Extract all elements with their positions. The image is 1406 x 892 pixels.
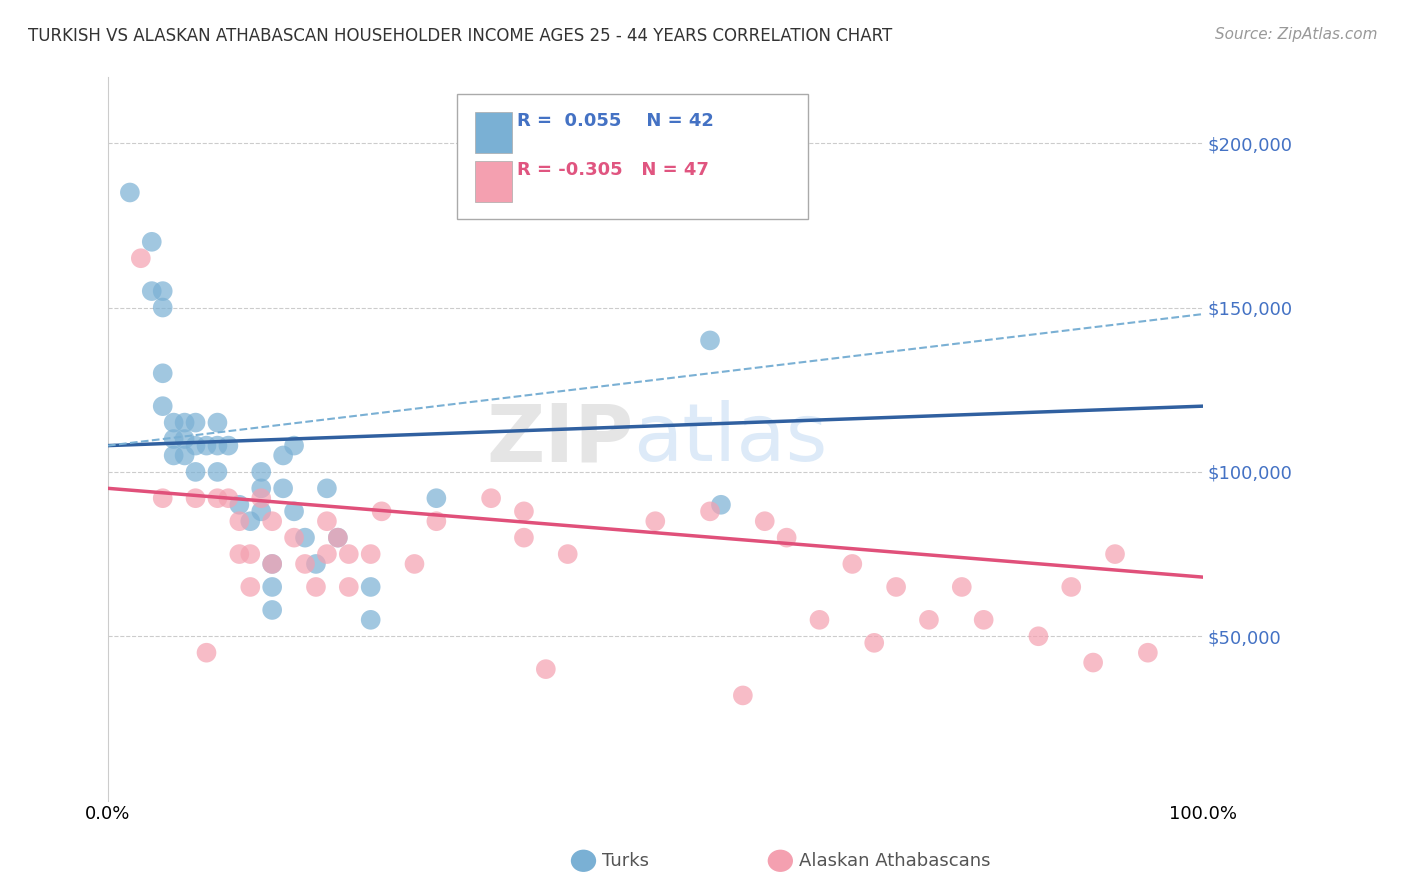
Point xyxy=(173,432,195,446)
Point xyxy=(699,334,721,348)
Point xyxy=(370,504,392,518)
Point xyxy=(808,613,831,627)
Point xyxy=(513,504,536,518)
Point xyxy=(173,449,195,463)
Point xyxy=(228,498,250,512)
Point xyxy=(863,636,886,650)
Point xyxy=(250,481,273,495)
Point xyxy=(262,557,284,571)
Point xyxy=(141,284,163,298)
Point xyxy=(1060,580,1083,594)
Point xyxy=(479,491,502,506)
Point xyxy=(326,531,349,545)
Point xyxy=(731,689,754,703)
Point xyxy=(152,301,174,315)
Point xyxy=(316,514,339,528)
Point xyxy=(250,491,273,506)
Point xyxy=(283,504,305,518)
Point xyxy=(1136,646,1159,660)
Point xyxy=(207,416,229,430)
Point xyxy=(425,491,447,506)
Point xyxy=(207,465,229,479)
Point xyxy=(360,547,382,561)
Point xyxy=(337,580,360,594)
Point xyxy=(163,416,186,430)
Point xyxy=(360,580,382,594)
Point xyxy=(250,465,273,479)
Point xyxy=(228,514,250,528)
Point xyxy=(775,531,797,545)
Point xyxy=(513,531,536,545)
Point xyxy=(262,514,284,528)
Point xyxy=(141,235,163,249)
Point xyxy=(184,416,207,430)
Point xyxy=(239,547,262,561)
Point xyxy=(950,580,973,594)
Point xyxy=(699,504,721,518)
Point xyxy=(305,557,328,571)
Point xyxy=(152,491,174,506)
Point xyxy=(207,439,229,453)
Point xyxy=(250,504,273,518)
Point xyxy=(239,514,262,528)
Point xyxy=(326,531,349,545)
Point xyxy=(337,547,360,561)
Point xyxy=(228,547,250,561)
Point xyxy=(644,514,666,528)
Text: ZIP: ZIP xyxy=(486,400,633,478)
Point xyxy=(195,439,218,453)
Point xyxy=(294,531,316,545)
Point xyxy=(118,186,141,200)
Point xyxy=(163,432,186,446)
Point xyxy=(184,439,207,453)
Point xyxy=(918,613,941,627)
Point xyxy=(884,580,907,594)
Point xyxy=(710,498,733,512)
Point xyxy=(217,439,239,453)
Point xyxy=(404,557,426,571)
Point xyxy=(262,603,284,617)
Point xyxy=(973,613,995,627)
Point xyxy=(283,439,305,453)
Point xyxy=(173,416,195,430)
Point xyxy=(360,613,382,627)
Text: Turks: Turks xyxy=(602,852,648,870)
Point xyxy=(195,646,218,660)
Point xyxy=(239,580,262,594)
Point xyxy=(316,547,339,561)
Point xyxy=(152,284,174,298)
Text: Alaskan Athabascans: Alaskan Athabascans xyxy=(799,852,990,870)
Point xyxy=(294,557,316,571)
Point xyxy=(262,557,284,571)
Point xyxy=(217,491,239,506)
Point xyxy=(1028,629,1050,643)
Point xyxy=(163,449,186,463)
Point xyxy=(283,531,305,545)
Point xyxy=(207,491,229,506)
Point xyxy=(534,662,557,676)
Point xyxy=(425,514,447,528)
Text: Source: ZipAtlas.com: Source: ZipAtlas.com xyxy=(1215,27,1378,42)
Point xyxy=(262,580,284,594)
Point xyxy=(184,465,207,479)
Point xyxy=(271,449,294,463)
Point xyxy=(557,547,579,561)
Point xyxy=(152,399,174,413)
Point xyxy=(184,491,207,506)
Point xyxy=(316,481,339,495)
Point xyxy=(1081,656,1104,670)
Point xyxy=(271,481,294,495)
Text: atlas: atlas xyxy=(633,400,828,478)
Point xyxy=(305,580,328,594)
Point xyxy=(1104,547,1126,561)
Text: TURKISH VS ALASKAN ATHABASCAN HOUSEHOLDER INCOME AGES 25 - 44 YEARS CORRELATION : TURKISH VS ALASKAN ATHABASCAN HOUSEHOLDE… xyxy=(28,27,893,45)
Point xyxy=(152,366,174,380)
Point xyxy=(754,514,776,528)
Text: R =  0.055    N = 42: R = 0.055 N = 42 xyxy=(517,112,714,129)
Point xyxy=(841,557,863,571)
Text: R = -0.305   N = 47: R = -0.305 N = 47 xyxy=(517,161,709,178)
Point xyxy=(129,252,152,266)
